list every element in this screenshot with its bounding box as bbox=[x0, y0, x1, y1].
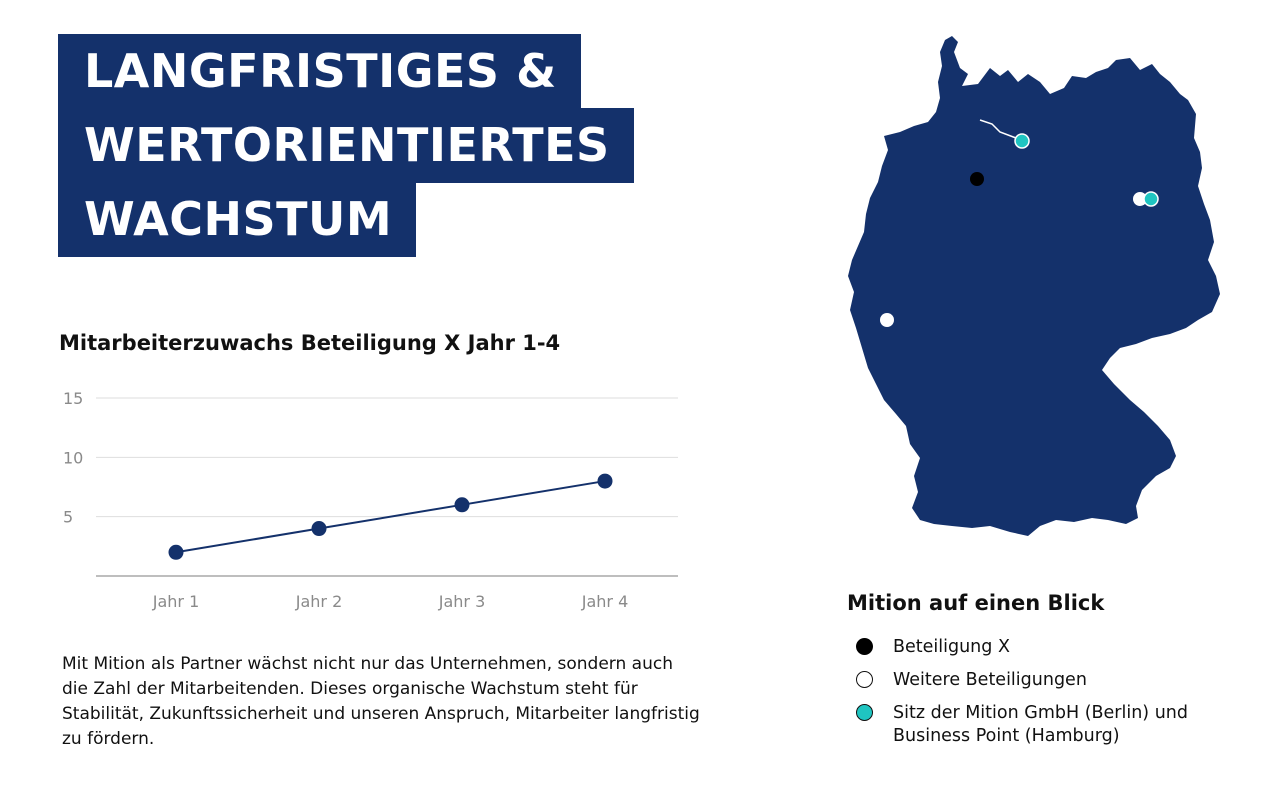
germany-shape bbox=[848, 36, 1220, 536]
black-dot-icon bbox=[856, 638, 873, 655]
marker-weitere-west bbox=[880, 313, 894, 327]
y-tick-label: 5 bbox=[63, 508, 73, 527]
headline-line-3: WACHSTUM bbox=[58, 182, 417, 257]
x-tick-label: Jahr 2 bbox=[295, 592, 343, 611]
legend-label: Beteiligung X bbox=[893, 637, 1010, 657]
data-point bbox=[597, 473, 613, 489]
teal-dot-icon bbox=[856, 704, 873, 721]
x-tick-label: Jahr 3 bbox=[438, 592, 486, 611]
marker-berlin bbox=[1143, 191, 1159, 207]
series-line bbox=[175, 480, 606, 554]
line-chart: 5 10 15 Jahr 1 Jahr 2 Jahr 3 Jahr 4 bbox=[63, 389, 678, 611]
body-text: Mit Mition als Partner wächst nicht nur … bbox=[62, 654, 700, 749]
data-point bbox=[168, 544, 184, 560]
legend-label: Sitz der Mition GmbH (Berlin) und Busine… bbox=[893, 703, 1188, 746]
data-point bbox=[311, 521, 327, 537]
legend-item-sitz: Sitz der Mition GmbH (Berlin) und Busine… bbox=[856, 702, 1213, 748]
legend-item-beteiligung-x: Beteiligung X bbox=[856, 636, 1213, 659]
legend-title: Mition auf einen Blick bbox=[847, 591, 1105, 615]
marker-weitere-berlin bbox=[1133, 192, 1147, 206]
y-tick-label: 10 bbox=[63, 448, 83, 467]
headline: LANGFRISTIGES & WERTORIENTIERTES WACHSTU… bbox=[58, 34, 634, 257]
legend-label: Weitere Beteiligungen bbox=[893, 670, 1087, 690]
y-tick-label: 15 bbox=[63, 389, 83, 408]
headline-line-1: LANGFRISTIGES & bbox=[58, 34, 581, 109]
germany-map bbox=[840, 28, 1240, 552]
x-tick-label: Jahr 1 bbox=[152, 592, 200, 611]
chart-title: Mitarbeiterzuwachs Beteiligung X Jahr 1-… bbox=[59, 331, 561, 355]
germany-map-svg bbox=[848, 36, 1220, 536]
x-tick-label: Jahr 4 bbox=[581, 592, 629, 611]
white-dot-icon bbox=[856, 671, 873, 688]
marker-hamburg bbox=[1014, 133, 1030, 149]
headline-line-2: WERTORIENTIERTES bbox=[58, 108, 634, 183]
coast-line bbox=[979, 119, 1017, 139]
legend: Beteiligung X Weitere Beteiligungen Sitz… bbox=[856, 636, 1213, 748]
legend-item-weitere: Weitere Beteiligungen bbox=[856, 669, 1213, 692]
marker-beteiligung-x bbox=[970, 172, 984, 186]
data-point bbox=[454, 497, 470, 513]
